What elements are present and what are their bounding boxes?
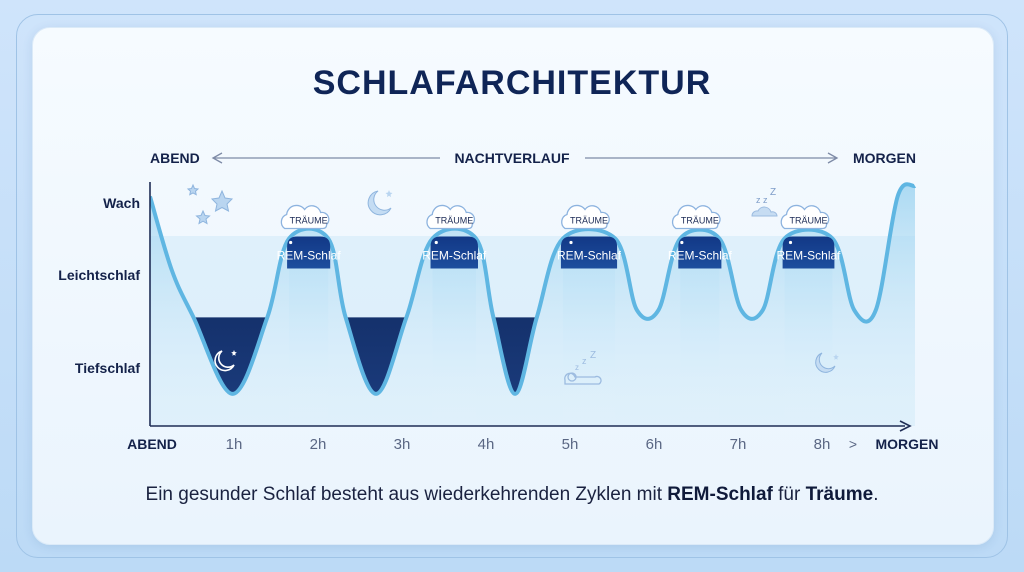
y-axis-labels: Wach Leichtschlaf Tiefschlaf xyxy=(58,195,140,376)
x-tick-3h: 3h xyxy=(394,436,411,453)
rem-glow-3 xyxy=(562,238,616,425)
rem-phase-1 xyxy=(287,236,331,269)
timeline-start-label: ABEND xyxy=(150,150,200,166)
svg-text:Z: Z xyxy=(590,350,596,361)
y-label-2: Leichtschlaf xyxy=(58,267,140,283)
x-axis-labels: ABEND 1h 2h 3h 4h 5h 6h 7h 8h MORGEN > xyxy=(127,436,938,453)
svg-text:z: z xyxy=(575,363,579,372)
x-tick-7h: 7h xyxy=(730,436,747,453)
rem-label-5: REM-Schlaf xyxy=(777,249,842,263)
x-axis-arrowhead xyxy=(899,420,912,432)
rem-label-4: REM-Schlaf xyxy=(668,249,733,263)
x-tick-4h: 4h xyxy=(478,436,495,453)
deep-sleep-phase-3 xyxy=(491,317,539,394)
moon-star-icon xyxy=(815,352,839,373)
deep-sleep-phase-2 xyxy=(343,317,409,394)
caption-part-2: für xyxy=(772,484,806,505)
rem-dot xyxy=(434,240,438,245)
timeline-right-arrowhead xyxy=(827,152,839,164)
svg-text:z: z xyxy=(582,356,587,366)
rem-label-2: REM-Schlaf xyxy=(422,249,487,263)
rem-glow-1 xyxy=(289,238,329,425)
caption-part-3: . xyxy=(873,484,879,505)
x-tick-2h: 2h xyxy=(310,436,327,453)
dream-cloud-5 xyxy=(780,204,830,230)
y-label-1: Wach xyxy=(103,195,140,211)
x-tick-1h: 1h xyxy=(226,436,243,453)
y-label-3: Tiefschlaf xyxy=(75,360,140,376)
crescent-moon-icon xyxy=(367,190,393,216)
caption-dream: Träume xyxy=(805,484,874,505)
data-layer xyxy=(150,182,917,425)
rem-dot xyxy=(680,240,684,245)
rem-glow-2 xyxy=(432,238,476,425)
rem-phase-5 xyxy=(782,236,835,269)
cloud-zzz-icon: z z Z xyxy=(751,187,778,217)
dream-label-4: TRÄUME xyxy=(681,216,719,226)
rem-dot xyxy=(569,240,573,245)
x-tick-6h: 6h xyxy=(646,436,663,453)
rem-glow-4 xyxy=(680,238,720,425)
x-tick-arrow: > xyxy=(849,436,857,452)
rem-phase-3 xyxy=(560,236,618,269)
sleeping-person-icon: z z Z xyxy=(564,350,602,385)
dream-cloud-2 xyxy=(426,204,476,230)
timeline-header: ABEND NACHTVERLAUF MORGEN xyxy=(150,150,916,166)
x-tick-ABEND: ABEND xyxy=(127,436,177,452)
timeline-end-label: MORGEN xyxy=(853,150,916,166)
x-tick-8h: 8h xyxy=(814,436,831,453)
dream-cloud-1 xyxy=(280,204,330,230)
dream-label-5: TRÄUME xyxy=(790,216,828,226)
rem-label-3: REM-Schlaf xyxy=(557,249,622,263)
x-tick-MORGEN: MORGEN xyxy=(876,436,939,452)
dream-label-2: TRÄUME xyxy=(435,216,473,226)
dream-label-1: TRÄUME xyxy=(290,216,328,226)
dream-cloud-4 xyxy=(671,204,721,230)
dream-cloud-3 xyxy=(561,204,610,230)
caption-part-1: Ein gesunder Schlaf besteht aus wiederke… xyxy=(145,484,668,505)
timeline-middle-label: NACHTVERLAUF xyxy=(454,150,570,166)
outer-frame xyxy=(16,14,1008,558)
rem-label-1: REM-Schlaf xyxy=(277,249,342,263)
rem-phase-2 xyxy=(430,236,478,269)
x-tick-5h: 5h xyxy=(562,436,579,453)
caption-rem: REM-Schlaf xyxy=(667,484,773,505)
dream-label-3: TRÄUME xyxy=(570,216,608,226)
svg-text:z z: z z xyxy=(756,195,768,205)
stars-icon xyxy=(186,183,234,225)
rem-phase-4 xyxy=(678,236,722,269)
page-title: SCHLAFARCHITEKTUR xyxy=(312,64,712,102)
rem-dot xyxy=(788,240,793,245)
timeline-left-arrowhead xyxy=(211,152,223,164)
moon-in-deep-sleep-icon xyxy=(214,350,237,372)
chart-caption: Ein gesunder Schlaf besteht aus wiederke… xyxy=(0,484,1024,506)
decor-layer: REM-Schlaf TRÄUME REM-Schlaf TRÄUME REM-Schl… xyxy=(277,204,842,269)
rem-glow-5 xyxy=(784,238,833,425)
sleep-stage-line xyxy=(150,182,917,396)
deep-sleep-phase-1 xyxy=(191,317,270,394)
rem-dot xyxy=(289,240,293,245)
sleep-area-fill xyxy=(150,184,915,425)
svg-text:Z: Z xyxy=(770,187,776,198)
